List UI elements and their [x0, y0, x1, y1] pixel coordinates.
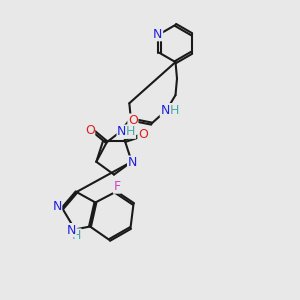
Text: O: O	[128, 114, 138, 127]
Text: N: N	[128, 156, 137, 169]
Text: N: N	[160, 103, 170, 117]
Text: N: N	[52, 200, 62, 214]
Text: F: F	[113, 180, 121, 193]
Text: H: H	[72, 229, 81, 242]
Text: N: N	[153, 28, 163, 41]
Text: H: H	[126, 125, 136, 138]
Text: O: O	[85, 124, 94, 137]
Text: O: O	[138, 128, 148, 142]
Text: N: N	[67, 224, 76, 237]
Text: H: H	[170, 103, 180, 117]
Text: N: N	[117, 125, 127, 138]
